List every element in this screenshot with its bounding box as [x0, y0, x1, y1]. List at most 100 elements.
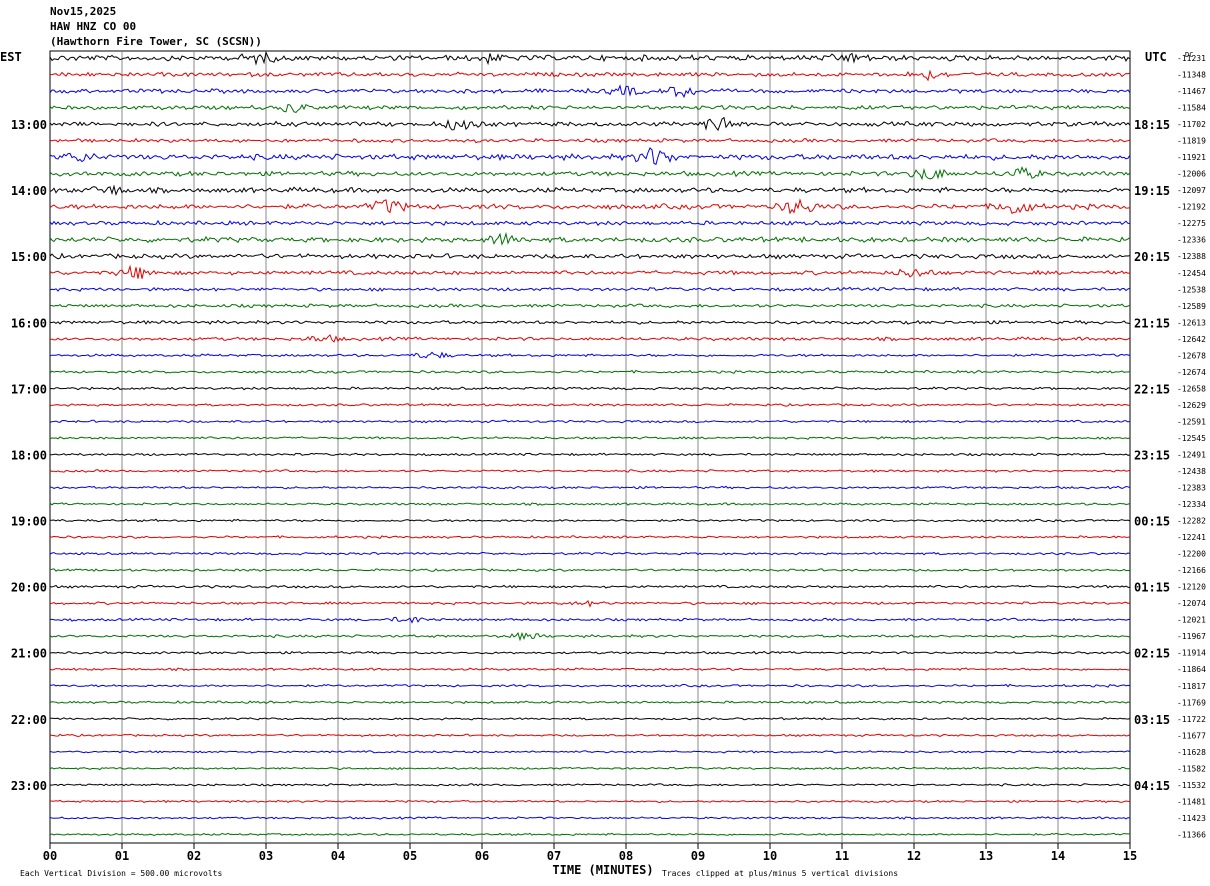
dc-offset-label: -11628: [1177, 748, 1206, 757]
dc-offset-label: -11914: [1177, 649, 1206, 658]
station-code: HAW HNZ CO 00: [50, 20, 137, 33]
x-tick-label: 13: [979, 849, 993, 863]
seismic-trace: [49, 219, 1130, 227]
seismic-trace: [49, 799, 1130, 804]
x-tick-label: 11: [835, 849, 849, 863]
seismic-trace: [49, 147, 1131, 165]
clip-note: Traces clipped at plus/minus 5 vertical …: [662, 869, 898, 878]
dc-offset-label: -12282: [1177, 517, 1206, 526]
x-tick-label: 14: [1051, 849, 1065, 863]
dc-offset-label: -12383: [1177, 484, 1206, 493]
dc-offset-label: -12658: [1177, 384, 1206, 393]
seismic-trace: [49, 469, 1131, 473]
seismic-trace: [49, 137, 1131, 144]
seismic-trace: [49, 535, 1131, 540]
seismic-trace: [49, 631, 1131, 642]
dc-offset-label: -12674: [1177, 368, 1206, 377]
dc-offset-label: -11584: [1177, 104, 1206, 113]
dc-offset-label: -11864: [1177, 665, 1206, 674]
est-hour-label: 23:00: [11, 779, 47, 793]
x-tick-label: 15: [1123, 849, 1137, 863]
dc-offset-label: -11532: [1177, 781, 1206, 790]
dc-offset-label: -12491: [1177, 450, 1206, 459]
dc-offset-label: -12388: [1177, 252, 1206, 261]
est-hour-label: 18:00: [11, 448, 47, 462]
dc-offset-label: -11467: [1177, 87, 1206, 96]
dc-offset-label: -11348: [1177, 71, 1206, 80]
est-hour-label: 21:00: [11, 647, 47, 661]
dc-offset-label: -12613: [1177, 318, 1206, 327]
seismic-trace: [49, 485, 1131, 490]
dc-offset-label: -12275: [1177, 219, 1206, 228]
utc-hour-label: 02:15: [1134, 647, 1170, 661]
x-tick-label: 07: [547, 849, 561, 863]
x-tick-label: 05: [403, 849, 417, 863]
seismic-trace: [49, 700, 1131, 705]
seismic-trace: [49, 551, 1131, 556]
seismic-trace: [49, 750, 1131, 754]
seismic-trace: [49, 816, 1131, 820]
seismic-trace: [49, 50, 1131, 66]
dc-label: DC: [1185, 51, 1193, 59]
x-tick-label: 12: [907, 849, 921, 863]
seismic-trace: [49, 116, 1131, 132]
utc-hour-label: 18:15: [1134, 118, 1170, 132]
est-hour-label: 14:00: [11, 184, 47, 198]
dc-offset-label: -11967: [1177, 632, 1206, 641]
seismic-trace: [49, 584, 1131, 589]
seismic-trace: [49, 334, 1131, 343]
dc-offset-label: -12006: [1177, 170, 1206, 179]
seismic-trace: [49, 452, 1131, 457]
seismic-trace: [49, 166, 1131, 181]
dc-offset-label: -11481: [1177, 797, 1206, 806]
dc-offset-label: -12166: [1177, 566, 1206, 575]
dc-offset-label: -12629: [1177, 401, 1206, 410]
seismic-trace: [49, 103, 1131, 113]
seismic-trace: [49, 502, 1131, 506]
seismic-trace: [49, 832, 1130, 837]
seismic-trace: [49, 198, 1131, 215]
est-hour-label: 13:00: [11, 118, 47, 132]
dc-offset-label: -11677: [1177, 731, 1206, 740]
seismic-trace: [49, 568, 1131, 572]
dc-offset-label: -11817: [1177, 682, 1206, 691]
seismic-trace: [49, 303, 1131, 309]
dc-offset-label: -12200: [1177, 550, 1206, 559]
dc-offset-label: -12538: [1177, 285, 1206, 294]
dc-offset-label: -11366: [1177, 830, 1206, 839]
est-hour-label: 15:00: [11, 250, 47, 264]
x-tick-label: 03: [259, 849, 273, 863]
dc-offset-label: -12589: [1177, 302, 1206, 311]
dc-offset-label: -11231: [1177, 54, 1206, 63]
seismic-trace: [49, 264, 1131, 279]
utc-hour-label: 23:15: [1134, 448, 1170, 462]
x-tick-label: 08: [619, 849, 633, 863]
seismic-trace: [49, 351, 1131, 359]
seismic-trace: [49, 419, 1131, 424]
x-tick-label: 04: [331, 849, 345, 863]
seismic-trace: [49, 402, 1130, 407]
x-tick-label: 09: [691, 849, 705, 863]
dc-offset-label: -11769: [1177, 698, 1206, 707]
est-axis-label: EST: [0, 50, 22, 64]
est-hour-label: 16:00: [11, 316, 47, 330]
seismic-trace: [49, 286, 1131, 292]
dc-offset-label: -12454: [1177, 269, 1206, 278]
seismic-trace: [49, 616, 1131, 624]
seismic-trace: [49, 766, 1131, 771]
est-hour-label: 19:00: [11, 515, 47, 529]
utc-axis-label: UTC: [1145, 50, 1167, 64]
utc-hour-label: 03:15: [1134, 713, 1170, 727]
x-tick-label: 01: [115, 849, 129, 863]
seismic-trace: [49, 733, 1131, 738]
seismic-trace: [49, 518, 1131, 523]
dc-offset-label: -12192: [1177, 203, 1206, 212]
dc-offset-label: -12545: [1177, 434, 1206, 443]
dc-offset-label: -12120: [1177, 583, 1206, 592]
seismic-trace: [49, 231, 1131, 246]
dc-offset-label: -12241: [1177, 533, 1206, 542]
seismic-trace: [50, 69, 1131, 82]
est-hour-label: 17:00: [11, 382, 47, 396]
utc-hour-label: 01:15: [1134, 581, 1170, 595]
dc-offset-label: -11921: [1177, 153, 1206, 162]
